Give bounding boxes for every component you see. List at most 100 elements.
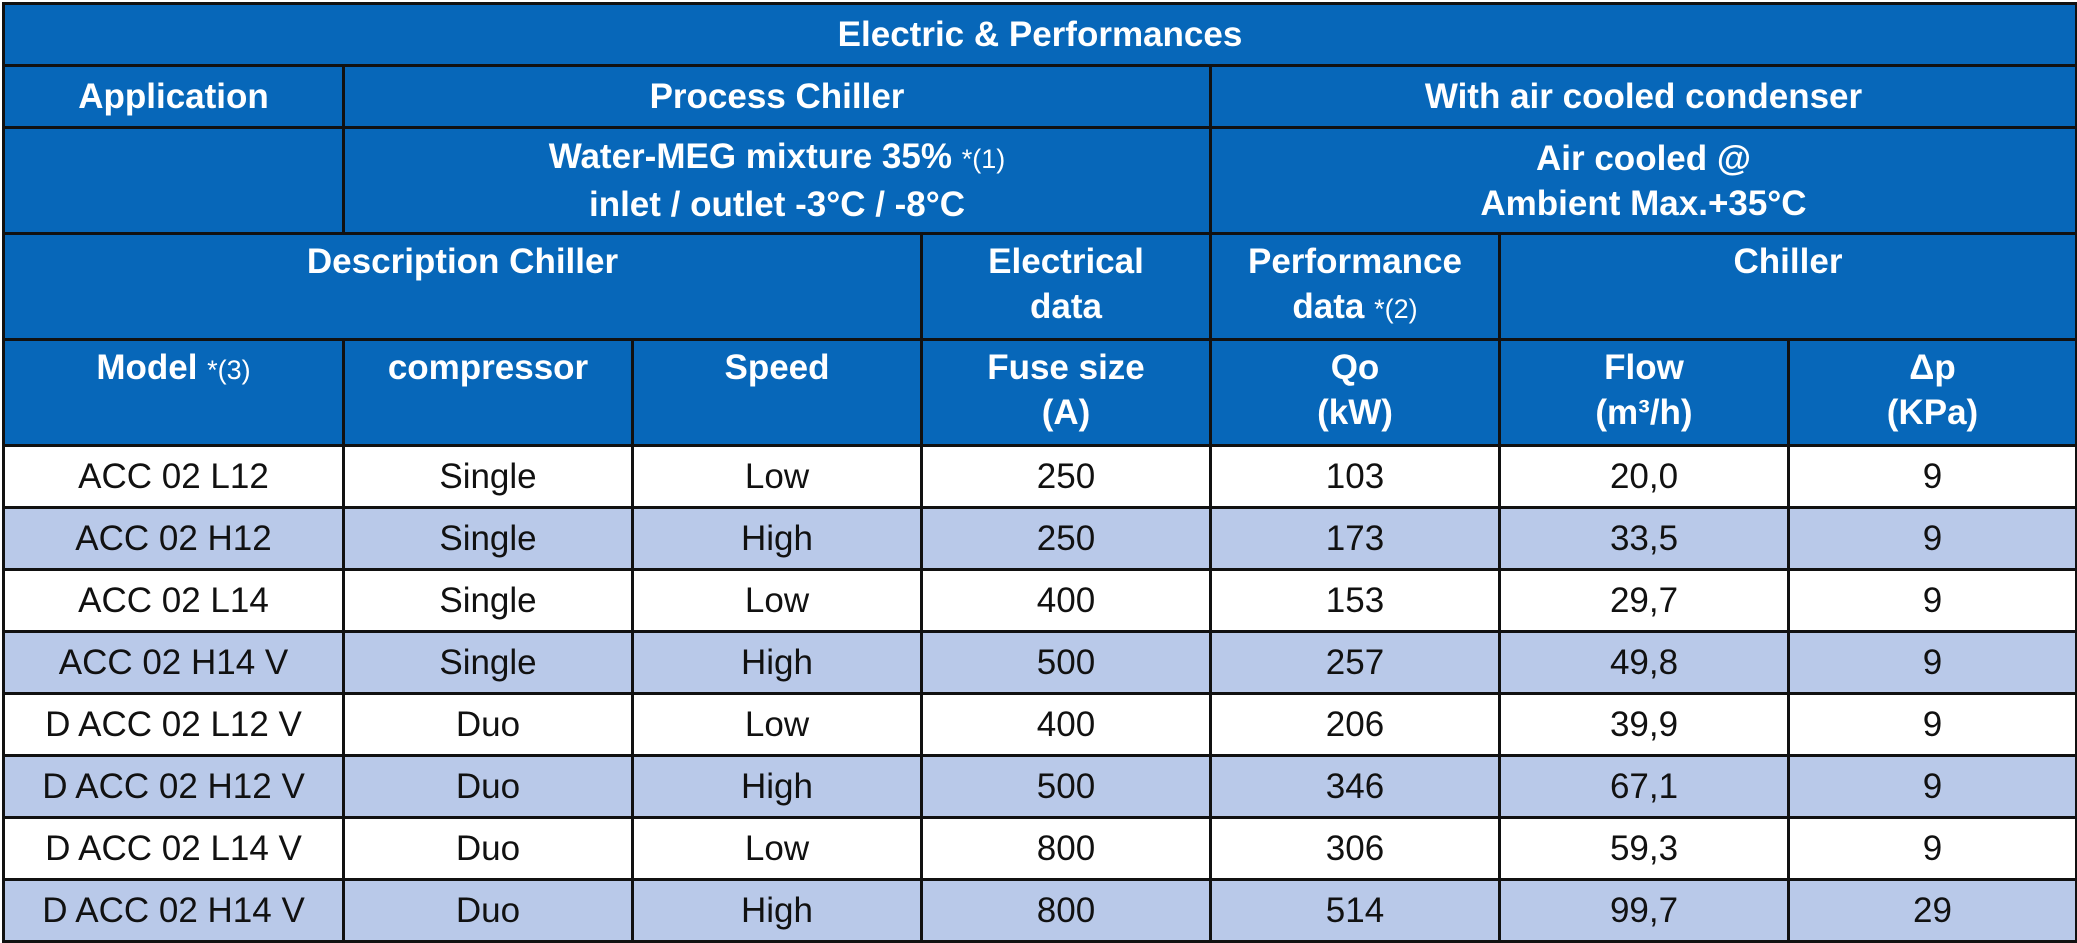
air-line1: Air cooled @: [1536, 138, 1751, 178]
cell-fuse-size: 400: [920, 568, 1212, 633]
table-row: D ACC 02 L12 V Duo Low 400 206 39,9 9: [2, 692, 2077, 757]
cell-speed: Low: [631, 816, 923, 881]
conditions-row: Water-MEG mixture 35% *(1) inlet / outle…: [2, 126, 2077, 235]
dp-line1: Δp: [1909, 348, 1956, 387]
column-flow: Flow (m³/h): [1498, 338, 1790, 447]
condenser-header: With air cooled condenser: [1209, 64, 2077, 129]
column-speed: Speed: [631, 338, 923, 447]
cell-model: ACC 02 H14 V: [2, 630, 345, 695]
dp-line2: (KPa): [1886, 393, 1979, 432]
cell-compressor: Duo: [342, 754, 634, 819]
performance-ref: *(2): [1374, 294, 1418, 324]
cell-flow: 99,7: [1498, 878, 1790, 943]
fuse-line2: (A): [1041, 393, 1091, 432]
column-qo: Qo (kW): [1209, 338, 1501, 447]
table-row: ACC 02 H14 V Single High 500 257 49,8 9: [2, 630, 2077, 695]
cell-pressure-drop: 9: [1787, 692, 2077, 757]
cell-fuse-size: 800: [920, 878, 1212, 943]
cell-pressure-drop: 9: [1787, 754, 2077, 819]
column-model-label: Model: [96, 348, 198, 387]
qo-line2: (kW): [1317, 393, 1393, 432]
table-row: ACC 02 H12 Single High 250 173 33,5 9: [2, 506, 2077, 571]
cell-qo: 103: [1209, 444, 1501, 509]
table-row: D ACC 02 H12 V Duo High 500 346 67,1 9: [2, 754, 2077, 819]
cell-compressor: Single: [342, 506, 634, 571]
air-line2: Ambient Max.+35°C: [1480, 183, 1807, 223]
cell-model: ACC 02 L14: [2, 568, 345, 633]
cell-speed: High: [631, 630, 923, 695]
table-title: Electric & Performances: [2, 2, 2077, 67]
cell-flow: 20,0: [1498, 444, 1790, 509]
cell-fuse-size: 400: [920, 692, 1212, 757]
qo-line1: Qo: [1330, 348, 1380, 387]
cell-speed: High: [631, 878, 923, 943]
process-chiller-header: Process Chiller: [342, 64, 1212, 129]
cell-fuse-size: 250: [920, 444, 1212, 509]
cell-speed: Low: [631, 568, 923, 633]
cell-qo: 206: [1209, 692, 1501, 757]
flow-line1: Flow: [1604, 348, 1684, 387]
cell-model: ACC 02 H12: [2, 506, 345, 571]
application-row: Application Process Chiller With air coo…: [2, 64, 2077, 129]
flow-line2: (m³/h): [1595, 393, 1693, 432]
cell-fuse-size: 800: [920, 816, 1212, 881]
cell-model: D ACC 02 H12 V: [2, 754, 345, 819]
title-row: Electric & Performances: [2, 2, 2077, 67]
cell-speed: Low: [631, 444, 923, 509]
cell-qo: 346: [1209, 754, 1501, 819]
fluid-line2: inlet / outlet -3°C / -8°C: [588, 185, 966, 224]
table-row: ACC 02 L12 Single Low 250 103 20,0 9: [2, 444, 2077, 509]
chiller-group-header: Chiller: [1498, 232, 2077, 341]
table-row: D ACC 02 H14 V Duo High 800 514 99,7 29: [2, 878, 2077, 943]
column-compressor: compressor: [342, 338, 634, 447]
electrical-line2: data: [1030, 287, 1102, 326]
cell-flow: 67,1: [1498, 754, 1790, 819]
description-chiller-header: Description Chiller: [2, 232, 923, 341]
model-ref: *(3): [207, 355, 251, 385]
table-row: ACC 02 L14 Single Low 400 153 29,7 9: [2, 568, 2077, 633]
column-header-row: Model *(3) compressor Speed Fuse size (A…: [2, 338, 2077, 447]
cell-pressure-drop: 9: [1787, 506, 2077, 571]
cell-speed: High: [631, 754, 923, 819]
application-label: Application: [2, 64, 345, 129]
group-header-row: Description Chiller Electrical data Perf…: [2, 232, 2077, 341]
cell-flow: 29,7: [1498, 568, 1790, 633]
air-conditions: Air cooled @ Ambient Max.+35°C: [1209, 126, 2077, 235]
cell-compressor: Duo: [342, 878, 634, 943]
cell-pressure-drop: 9: [1787, 630, 2077, 695]
cell-qo: 306: [1209, 816, 1501, 881]
cell-compressor: Single: [342, 568, 634, 633]
conditions-blank-cell: [2, 126, 345, 235]
table-row: D ACC 02 L14 V Duo Low 800 306 59,3 9: [2, 816, 2077, 881]
cell-model: D ACC 02 H14 V: [2, 878, 345, 943]
cell-compressor: Single: [342, 444, 634, 509]
electrical-data-header: Electrical data: [920, 232, 1212, 341]
fluid-ref: *(1): [961, 144, 1006, 174]
cell-qo: 514: [1209, 878, 1501, 943]
cell-flow: 49,8: [1498, 630, 1790, 695]
cell-flow: 33,5: [1498, 506, 1790, 571]
column-model: Model *(3): [2, 338, 345, 447]
cell-pressure-drop: 9: [1787, 816, 2077, 881]
fuse-line1: Fuse size: [987, 348, 1145, 387]
cell-model: ACC 02 L12: [2, 444, 345, 509]
cell-pressure-drop: 9: [1787, 444, 2077, 509]
column-pressure-drop: Δp (KPa): [1787, 338, 2077, 447]
cell-model: D ACC 02 L14 V: [2, 816, 345, 881]
cell-speed: High: [631, 506, 923, 571]
cell-pressure-drop: 29: [1787, 878, 2077, 943]
cell-model: D ACC 02 L12 V: [2, 692, 345, 757]
fluid-line1: Water-MEG mixture 35%: [548, 137, 952, 176]
cell-fuse-size: 250: [920, 506, 1212, 571]
electrical-line1: Electrical: [988, 242, 1144, 281]
cell-qo: 257: [1209, 630, 1501, 695]
cell-pressure-drop: 9: [1787, 568, 2077, 633]
performance-line1: Performance: [1248, 242, 1462, 281]
cell-flow: 59,3: [1498, 816, 1790, 881]
cell-compressor: Duo: [342, 816, 634, 881]
cell-flow: 39,9: [1498, 692, 1790, 757]
cell-fuse-size: 500: [920, 630, 1212, 695]
cell-compressor: Single: [342, 630, 634, 695]
cell-qo: 173: [1209, 506, 1501, 571]
